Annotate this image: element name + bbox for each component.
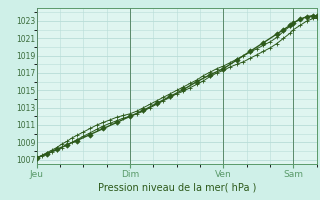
X-axis label: Pression niveau de la mer( hPa ): Pression niveau de la mer( hPa ): [98, 183, 256, 193]
